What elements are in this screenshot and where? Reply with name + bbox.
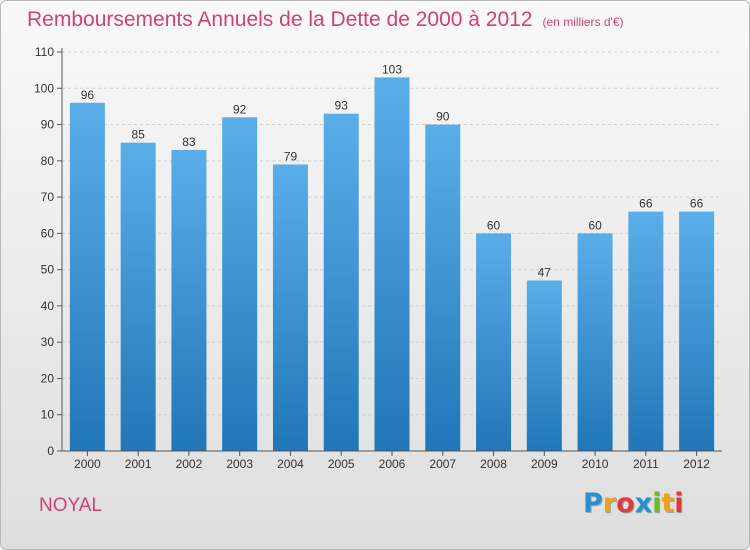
y-tick-label: 80 xyxy=(41,154,55,168)
bar xyxy=(120,142,156,451)
x-tick-label: 2000 xyxy=(74,457,101,471)
bar xyxy=(577,233,613,451)
bar xyxy=(69,102,105,452)
logo-letter: r xyxy=(602,488,617,519)
x-tick-label: 2011 xyxy=(633,457,659,471)
logo-letter: x xyxy=(634,488,653,519)
bar xyxy=(272,164,308,452)
y-tick-label: 60 xyxy=(41,226,55,240)
chart-unit: (en milliers d'€) xyxy=(542,15,624,29)
commune-name: NOYAL xyxy=(39,495,103,516)
x-tick-label: 2010 xyxy=(582,457,609,471)
logo-letter: i xyxy=(674,488,684,519)
bars: 96 85 83 92 79 93 103 90 60 47 60 66 66 xyxy=(69,62,715,452)
bar-value-label: 66 xyxy=(690,197,704,211)
bar-value-label: 83 xyxy=(182,135,196,149)
bar-value-label: 90 xyxy=(436,110,450,124)
y-tick-label: 110 xyxy=(35,45,54,59)
y-tick-label: 30 xyxy=(41,335,55,349)
y-tick-label: 20 xyxy=(41,371,55,385)
bar-value-label: 79 xyxy=(284,149,298,163)
y-tick-label: 100 xyxy=(34,81,54,95)
y-tick-label: 40 xyxy=(41,299,55,313)
bar xyxy=(323,113,359,451)
bar-value-label: 47 xyxy=(538,266,552,280)
x-tick-label: 2006 xyxy=(379,457,406,471)
bar-value-label: 60 xyxy=(487,218,501,232)
bar-value-label: 60 xyxy=(588,218,602,232)
x-tick-label: 2007 xyxy=(429,457,456,471)
logo-letter: t xyxy=(661,488,675,519)
logo-letter: o xyxy=(616,488,635,519)
logo-letter: i xyxy=(652,488,662,519)
bar xyxy=(222,117,258,452)
bar xyxy=(628,211,664,451)
bar-value-label: 93 xyxy=(335,99,349,113)
y-tick-label: 50 xyxy=(41,263,55,277)
y-tick-label: 90 xyxy=(41,118,55,132)
bar-value-label: 96 xyxy=(81,88,95,102)
bar-value-label: 103 xyxy=(382,62,402,76)
y-tick-label: 10 xyxy=(41,408,55,422)
bar xyxy=(425,124,461,451)
x-tick-label: 2012 xyxy=(683,457,710,471)
x-tick-label: 2003 xyxy=(226,457,253,471)
chart-title-text: Remboursements Annuels de la Dette de 20… xyxy=(27,8,533,31)
bar xyxy=(679,211,715,451)
x-tick-label: 2005 xyxy=(328,457,355,471)
bar-value-label: 85 xyxy=(131,128,145,142)
bar-value-label: 92 xyxy=(233,102,247,116)
y-tick-label: 70 xyxy=(41,190,55,204)
bar xyxy=(374,77,410,452)
x-tick-label: 2004 xyxy=(277,457,304,471)
x-tick-label: 2001 xyxy=(125,457,152,471)
chart-title: Remboursements Annuels de la Dette de 20… xyxy=(27,8,624,32)
axes: 0 10 20 30 40 50 60 70 80 90 100 110 2000 2001 2002 200… xyxy=(34,45,722,471)
bar-value-label: 66 xyxy=(639,197,653,211)
logo-letter: P xyxy=(583,488,603,519)
x-tick-label: 2008 xyxy=(480,457,507,471)
bar xyxy=(476,233,512,451)
bar xyxy=(526,280,562,451)
x-tick-label: 2002 xyxy=(176,457,203,471)
x-tick-label: 2009 xyxy=(531,457,558,471)
bar xyxy=(171,149,207,451)
proxiti-logo: Proxiti xyxy=(583,488,684,519)
y-tick-label: 0 xyxy=(47,444,54,458)
